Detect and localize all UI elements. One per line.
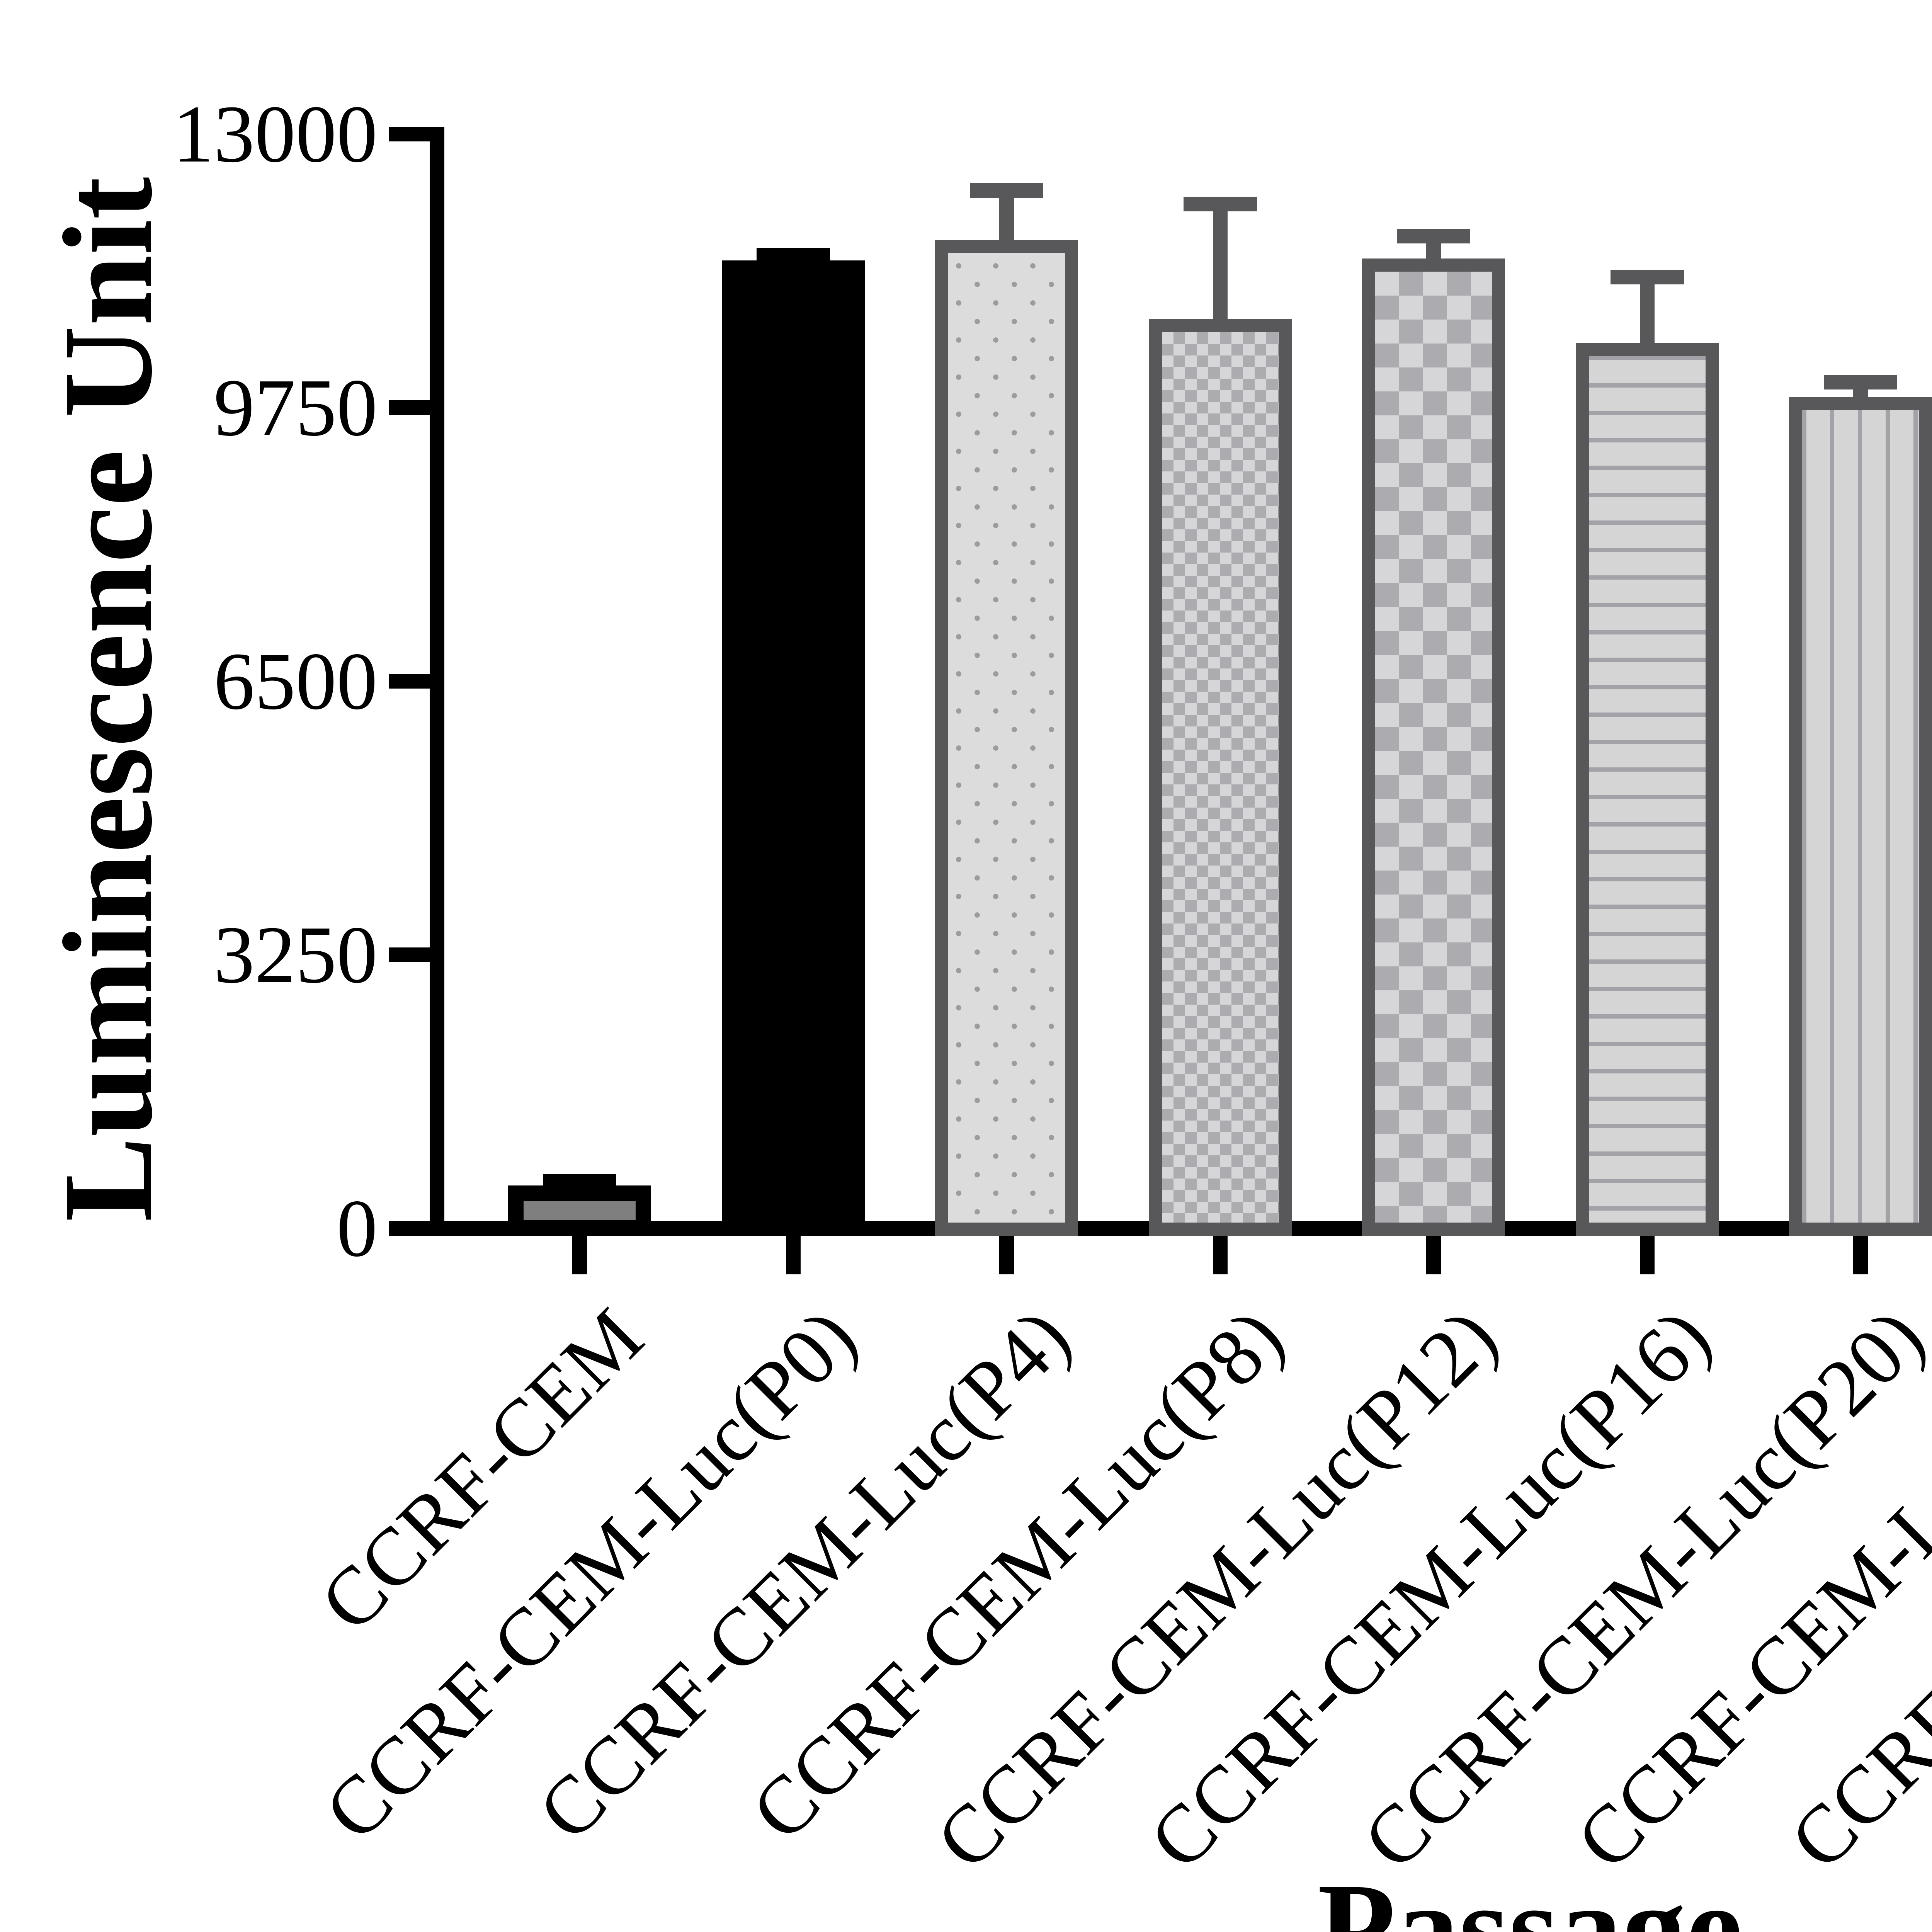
bar-CCRF-CEM-Luc(P20) <box>1789 396 1932 1236</box>
error-bar-cap <box>1183 196 1257 211</box>
y-tick-mark <box>389 674 430 689</box>
y-tick-label: 0 <box>337 1183 378 1274</box>
bar-CCRF-CEM-Luc(P12) <box>1362 259 1505 1236</box>
y-tick-label: 3250 <box>214 909 378 1000</box>
x-tick-mark <box>1426 1236 1441 1274</box>
x-tick-mark <box>1639 1236 1655 1274</box>
error-bar <box>1183 196 1257 335</box>
y-tick-mark <box>389 127 430 141</box>
error-bar-cap <box>1397 228 1470 243</box>
x-axis-title: Passage <box>1318 1857 1743 1932</box>
bar-CCRF-CEM-Luc(P8) <box>1148 319 1292 1236</box>
y-tick-label: 9750 <box>214 362 378 453</box>
error-bar-cap <box>756 248 830 263</box>
x-tick-mark <box>999 1236 1014 1274</box>
y-tick-label: 6500 <box>214 636 378 726</box>
bar-CCRF-CEM-Luc(P4) <box>935 240 1078 1236</box>
y-tick-mark <box>389 1221 430 1236</box>
error-bar-cap <box>1610 270 1684 285</box>
bar-CCRF-CEM <box>508 1185 651 1236</box>
x-tick-mark <box>1853 1236 1868 1274</box>
y-tick-mark <box>389 400 430 415</box>
x-tick-mark <box>1213 1236 1228 1274</box>
x-tick-mark <box>572 1236 587 1274</box>
y-tick-mark <box>389 947 430 962</box>
error-bar-whisker <box>1213 204 1228 335</box>
error-bar-cap <box>970 183 1043 198</box>
bar-CCRF-CEM-Luc(P16) <box>1575 343 1719 1236</box>
bar-CCRF-CEM-Luc(P0) <box>721 260 865 1236</box>
y-axis-line <box>430 127 444 1236</box>
x-tick-mark <box>786 1236 801 1274</box>
y-tick-label: 13000 <box>173 88 378 179</box>
error-bar-cap <box>1824 374 1897 389</box>
